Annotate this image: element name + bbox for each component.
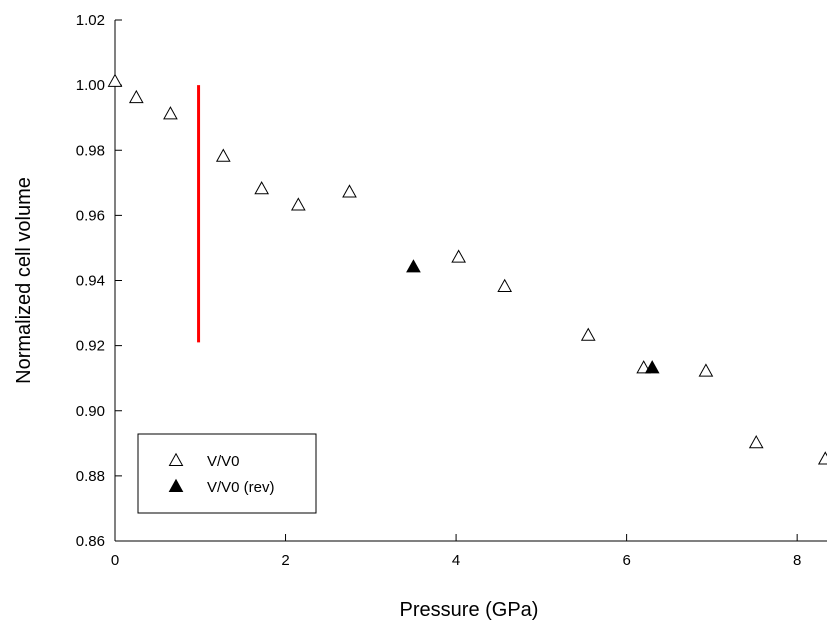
data-point bbox=[290, 197, 306, 211]
legend-marker bbox=[168, 452, 184, 466]
y-tick-label: 0.86 bbox=[76, 533, 105, 550]
data-point bbox=[342, 184, 357, 198]
y-tick-label: 0.92 bbox=[76, 338, 105, 355]
data-points bbox=[107, 73, 827, 465]
y-tick-label: 0.94 bbox=[76, 273, 105, 290]
y-tick-label: 0.96 bbox=[76, 207, 105, 224]
x-tick-label: 4 bbox=[452, 552, 460, 569]
x-axis: 0 2 4 6 8 bbox=[111, 534, 801, 569]
data-point bbox=[107, 73, 123, 87]
x-tick-label: 6 bbox=[622, 552, 630, 569]
x-tick-label: 0 bbox=[111, 552, 119, 569]
data-point bbox=[698, 363, 714, 377]
x-axis-title: Pressure (GPa) bbox=[400, 599, 539, 621]
y-axis-title: Normalized cell volume bbox=[13, 177, 35, 384]
data-point bbox=[215, 148, 231, 162]
legend: V/V0 V/V0 (rev) bbox=[137, 433, 317, 514]
data-point bbox=[817, 451, 827, 465]
legend-label: V/V0 (rev) bbox=[207, 479, 275, 496]
legend-box bbox=[137, 433, 317, 514]
y-tick-label: 1.02 bbox=[76, 12, 105, 29]
x-tick-label: 8 bbox=[793, 552, 801, 569]
data-point bbox=[580, 327, 596, 341]
y-tick-label: 1.00 bbox=[76, 77, 105, 94]
data-point-rev bbox=[644, 360, 660, 374]
y-axis: 0.86 0.88 0.90 0.92 0.94 0.96 0.98 1.00 1.02 bbox=[76, 12, 122, 550]
data-point bbox=[163, 106, 178, 120]
data-point bbox=[254, 181, 270, 195]
y-tick-label: 0.88 bbox=[76, 468, 105, 485]
x-tick-label: 2 bbox=[281, 552, 289, 569]
data-point bbox=[748, 435, 764, 449]
y-tick-label: 0.98 bbox=[76, 142, 105, 159]
legend-label: V/V0 bbox=[207, 453, 240, 470]
data-point bbox=[451, 249, 466, 263]
data-point bbox=[128, 89, 144, 104]
data-point bbox=[497, 278, 513, 292]
legend-marker bbox=[168, 478, 184, 492]
data-point-rev bbox=[406, 259, 421, 273]
y-tick-label: 0.90 bbox=[76, 403, 105, 420]
